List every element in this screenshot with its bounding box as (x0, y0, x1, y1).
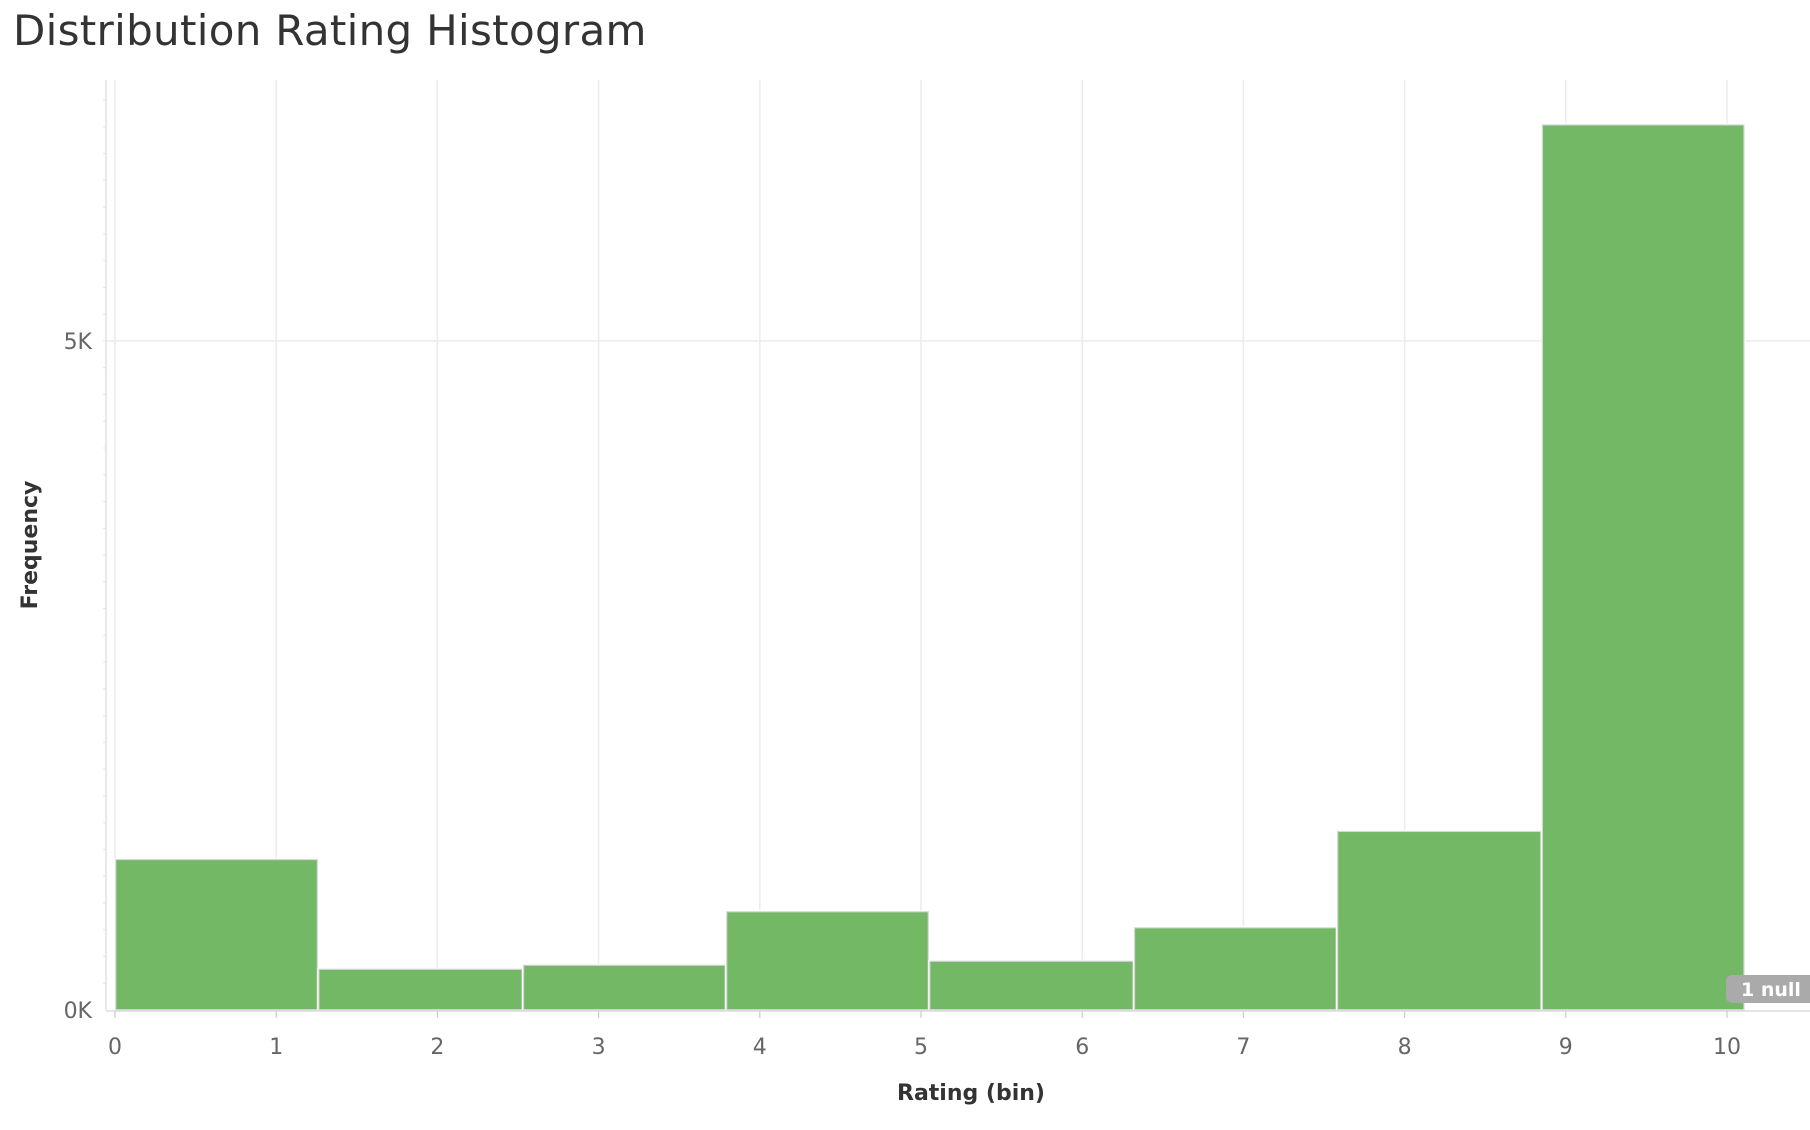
histogram-bar-outline (1133, 927, 1337, 1011)
chart-title: Distribution Rating Histogram (13, 6, 647, 55)
x-tick-label: 10 (1713, 1035, 1741, 1060)
null-indicator[interactable]: 1 null (1726, 975, 1810, 1003)
axes (105, 80, 1810, 1018)
histogram-bar-outline (522, 964, 726, 1011)
x-tick-label: 6 (1075, 1035, 1089, 1060)
x-tick-label: 3 (592, 1035, 606, 1060)
histogram-bar[interactable] (1133, 926, 1338, 1011)
null-indicator-background (1726, 975, 1810, 1003)
histogram-bar[interactable] (1540, 123, 1746, 1011)
histogram-bar[interactable] (317, 967, 524, 1011)
y-tick-label: 0K (64, 999, 93, 1024)
tick-labels: 0 1 2 3 4 5 6 7 8 9 10 0K 5K (64, 330, 1741, 1060)
histogram-bar-outline (1337, 830, 1542, 1011)
histogram-bar[interactable] (522, 963, 727, 1011)
x-tick-label: 7 (1236, 1035, 1250, 1060)
histogram-bar-outline (929, 960, 1134, 1011)
histogram-bar[interactable] (928, 959, 1135, 1011)
x-tick-label: 4 (753, 1035, 767, 1060)
histogram-bar-outline (1541, 124, 1745, 1011)
x-tick-label: 2 (430, 1035, 444, 1060)
y-axis-title: Frequency (18, 481, 43, 610)
x-tick-label: 8 (1398, 1035, 1412, 1060)
null-indicator-label: 1 null (1741, 979, 1801, 1001)
x-axis-title: Rating (bin) (897, 1081, 1045, 1106)
histogram-bar[interactable] (1336, 829, 1543, 1011)
x-tick-label: 5 (914, 1035, 928, 1060)
histogram-bar[interactable] (725, 910, 930, 1011)
y-tick-label: 5K (64, 330, 93, 355)
histogram-bar-outline (115, 858, 318, 1011)
x-tick-label: 1 (269, 1035, 283, 1060)
x-tick-label: 0 (108, 1035, 122, 1060)
histogram-bar[interactable] (114, 858, 319, 1011)
bars (114, 123, 1746, 1011)
x-tick-label: 9 (1559, 1035, 1573, 1060)
